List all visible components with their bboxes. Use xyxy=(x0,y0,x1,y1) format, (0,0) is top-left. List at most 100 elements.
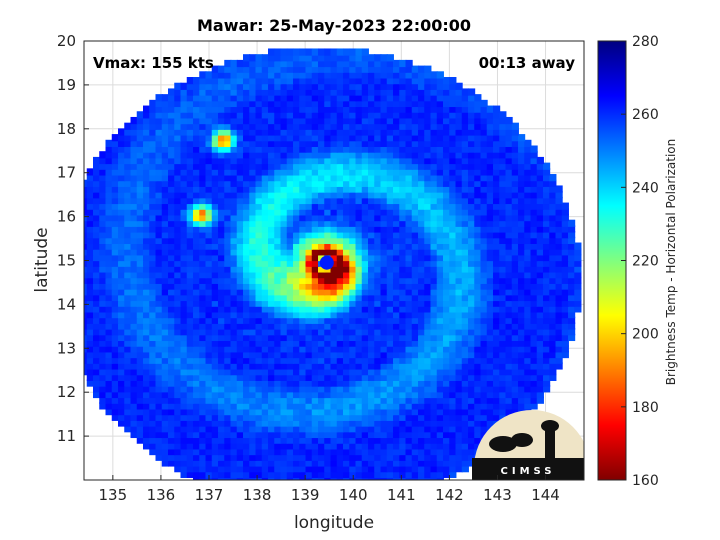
swath-cell xyxy=(280,94,288,102)
swath-cell xyxy=(511,345,519,353)
swath-cell xyxy=(280,339,288,347)
swath-cell xyxy=(243,316,251,324)
swath-cell xyxy=(511,219,519,227)
swath-cell xyxy=(180,94,188,102)
swath-cell xyxy=(324,356,332,364)
swath-cell xyxy=(124,174,132,182)
swath-cell xyxy=(274,362,282,370)
swath-cell xyxy=(93,339,101,347)
swath-cell xyxy=(493,248,501,256)
swath-cell xyxy=(111,185,119,193)
swath-cell xyxy=(280,219,288,227)
swath-cell xyxy=(368,99,376,108)
swath-cell xyxy=(411,368,419,376)
swath-cell xyxy=(193,293,201,302)
swath-cell xyxy=(374,362,382,370)
swath-cell xyxy=(543,305,551,313)
swath-cell xyxy=(549,282,557,290)
swath-cell xyxy=(480,134,488,142)
swath-cell xyxy=(136,259,144,267)
swath-cell xyxy=(274,253,282,262)
swath-cell xyxy=(255,231,263,239)
swath-cell xyxy=(318,174,326,182)
swath-cell xyxy=(161,231,169,239)
swath-cell xyxy=(211,305,219,313)
swath-cell xyxy=(286,156,294,165)
swath-cell xyxy=(255,208,263,216)
swath-cell xyxy=(180,288,188,296)
swath-cell xyxy=(336,322,344,330)
swath-cell xyxy=(211,402,219,410)
swath-cell xyxy=(411,179,419,187)
swath-cell xyxy=(418,282,426,290)
swath-cell xyxy=(468,350,476,359)
swath-cell xyxy=(286,116,294,125)
swath-cell xyxy=(361,305,369,313)
swath-cell xyxy=(249,231,257,239)
swath-cell xyxy=(455,151,463,159)
swath-cell xyxy=(243,402,251,410)
swath-cell xyxy=(186,442,194,450)
swath-cell xyxy=(405,219,413,227)
swath-cell xyxy=(293,288,301,296)
swath-cell xyxy=(374,88,382,96)
swath-cell xyxy=(318,122,326,130)
swath-cell xyxy=(305,447,313,456)
swath-cell xyxy=(330,191,338,199)
swath-cell xyxy=(186,293,194,302)
swath-cell xyxy=(318,271,326,279)
swath-cell xyxy=(299,196,307,205)
swath-cell xyxy=(393,116,401,125)
swath-cell xyxy=(318,470,326,478)
swath-cell xyxy=(405,299,413,307)
swath-cell xyxy=(180,436,188,444)
swath-cell xyxy=(299,470,307,478)
swath-cell xyxy=(193,111,201,119)
swath-cell xyxy=(243,345,251,353)
swath-cell xyxy=(149,128,157,136)
swath-cell xyxy=(336,413,344,421)
swath-cell xyxy=(474,390,482,399)
swath-cell xyxy=(274,419,282,427)
swath-cell xyxy=(111,316,119,324)
swath-cell xyxy=(436,162,444,170)
swath-cell xyxy=(343,185,351,193)
swath-cell xyxy=(424,436,432,444)
swath-cell xyxy=(480,191,488,199)
swath-cell xyxy=(343,419,351,427)
swath-cell xyxy=(549,202,557,210)
swath-cell xyxy=(236,402,244,410)
swath-cell xyxy=(280,253,288,262)
swath-cell xyxy=(424,345,432,353)
swath-cell xyxy=(268,356,276,364)
swath-cell xyxy=(536,191,544,199)
swath-cell xyxy=(224,156,232,165)
swath-cell xyxy=(543,288,551,296)
swath-cell xyxy=(468,122,476,130)
swath-cell xyxy=(405,225,413,233)
swath-cell xyxy=(305,465,313,473)
swath-cell xyxy=(311,442,319,450)
swath-cell xyxy=(368,413,376,421)
swath-cell xyxy=(84,219,88,227)
swath-cell xyxy=(449,185,457,193)
swath-cell xyxy=(543,333,551,342)
swath-cell xyxy=(330,162,338,170)
swath-cell xyxy=(418,156,426,165)
swath-cell xyxy=(318,156,326,165)
swath-cell xyxy=(199,94,207,102)
swath-cell xyxy=(130,134,138,142)
swath-cell xyxy=(436,293,444,302)
swath-cell xyxy=(268,373,276,381)
swath-cell xyxy=(299,225,307,233)
swath-cell xyxy=(461,413,469,421)
swath-cell xyxy=(368,345,376,353)
swath-cell xyxy=(530,305,538,313)
swath-cell xyxy=(430,476,438,480)
swath-cell xyxy=(468,362,476,370)
swath-cell xyxy=(218,248,226,256)
swath-cell xyxy=(149,122,157,130)
swath-cell xyxy=(330,328,338,336)
swath-cell xyxy=(436,174,444,182)
swath-cell xyxy=(236,442,244,450)
